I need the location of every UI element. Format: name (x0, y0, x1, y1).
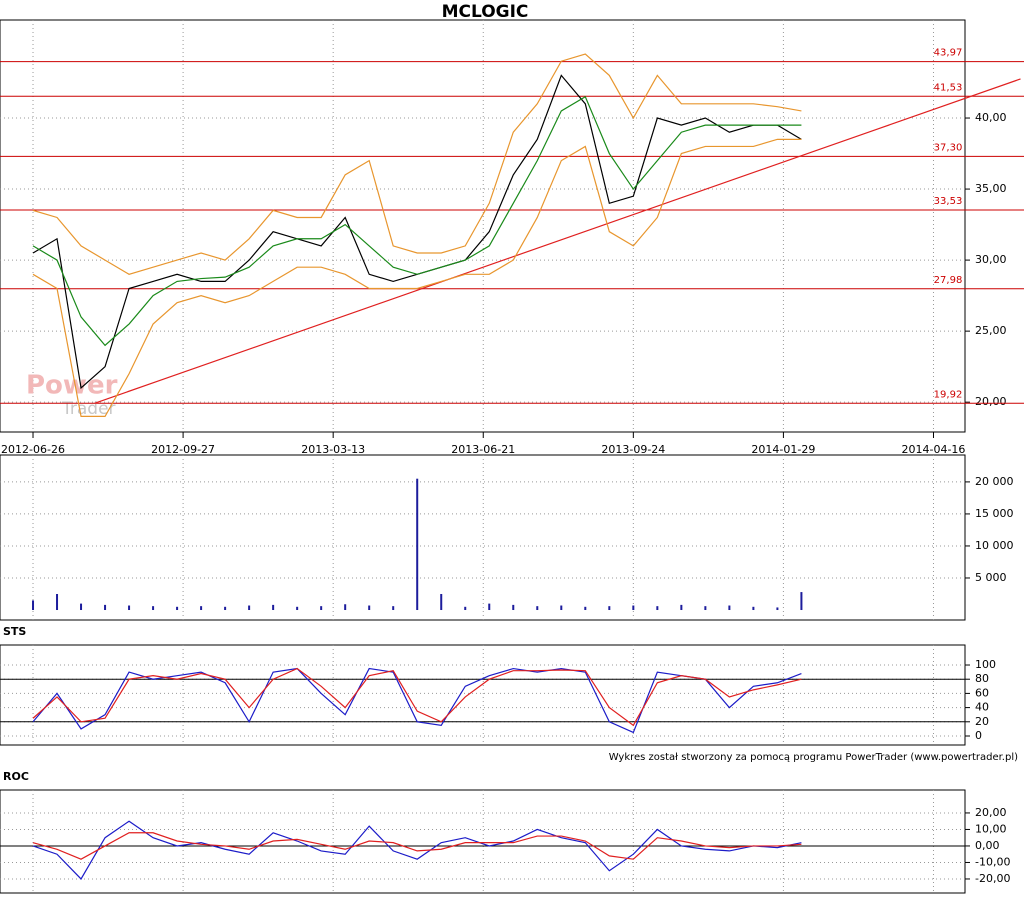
y-tick-label: 20,00 (975, 806, 1007, 819)
plot-frame (0, 644, 966, 746)
y-tick-label: 25,00 (975, 324, 1007, 337)
y-tick-label: 40,00 (975, 111, 1007, 124)
bar (392, 606, 395, 611)
bar (464, 606, 467, 611)
y-tick-label: 0,00 (975, 839, 1000, 852)
series-line (32, 53, 802, 275)
y-tick-label: 80 (975, 672, 989, 685)
bar (248, 605, 251, 611)
bar (656, 606, 659, 611)
y-tick-label: 40 (975, 701, 989, 714)
bar (224, 606, 227, 611)
bar (512, 604, 515, 611)
x-tick-label: 2012-09-27 (151, 443, 215, 456)
y-tick-label: 35,00 (975, 182, 1007, 195)
y-tick-label: 100 (975, 658, 996, 671)
bar (296, 606, 299, 611)
bar (488, 603, 491, 611)
y-tick-label: 10 000 (975, 539, 1014, 552)
bar (560, 605, 563, 611)
plot-frame (0, 789, 966, 894)
level-label: 19,92 (934, 389, 963, 400)
level-label: 33,53 (934, 196, 963, 207)
series-line (32, 95, 802, 347)
bar (440, 593, 443, 611)
y-tick-label: -10,00 (975, 855, 1010, 868)
y-tick-label: 15 000 (975, 507, 1014, 520)
bar (728, 605, 731, 611)
x-tick-label: 2013-06-21 (451, 443, 515, 456)
x-tick-label: 2013-09-24 (601, 443, 665, 456)
y-tick-label: 20,00 (975, 395, 1007, 408)
bar (176, 606, 179, 611)
y-tick-label: 30,00 (975, 253, 1007, 266)
y-tick-label: 10,00 (975, 822, 1007, 835)
x-tick-label: 2014-04-16 (902, 443, 966, 456)
y-tick-label: 5 000 (975, 571, 1007, 584)
bar (104, 604, 107, 611)
bar (368, 605, 371, 611)
y-tick-label: 20 000 (975, 475, 1014, 488)
bar (704, 606, 707, 611)
chart-title: MCLOGIC (442, 2, 529, 22)
level-label: 37,30 (934, 142, 963, 153)
x-tick-label: 2012-06-26 (1, 443, 65, 456)
bar (632, 605, 635, 611)
series-line (32, 832, 802, 860)
bar (152, 606, 155, 611)
y-tick-label: -20,00 (975, 872, 1010, 885)
level-label: 41,53 (934, 82, 963, 93)
series-line (32, 138, 802, 417)
y-tick-label: 20 (975, 715, 989, 728)
bar (32, 600, 35, 611)
bar (680, 604, 683, 611)
bar (128, 605, 131, 611)
bar (272, 604, 275, 611)
panel-title: ROC (3, 770, 29, 783)
y-tick-label: 0 (975, 729, 982, 742)
series-line (32, 667, 802, 734)
bar (80, 603, 83, 611)
trend-line (94, 78, 1021, 404)
bar (752, 606, 755, 611)
series-line (32, 667, 802, 727)
watermark: Power (26, 371, 118, 401)
x-tick-label: 2014-01-29 (751, 443, 815, 456)
bar (56, 593, 59, 611)
bar (584, 606, 587, 611)
bar (344, 604, 347, 611)
watermark: Trader (61, 399, 116, 419)
bar (320, 606, 323, 611)
bar (608, 606, 611, 611)
x-tick-label: 2013-03-13 (301, 443, 365, 456)
panel-title: STS (3, 625, 26, 638)
level-label: 43,97 (934, 48, 963, 59)
bar (416, 478, 419, 611)
level-label: 27,98 (934, 275, 963, 286)
bar (776, 607, 779, 611)
bar (536, 606, 539, 611)
footer-note: Wykres został stworzony za pomocą progra… (609, 752, 1018, 763)
y-tick-label: 60 (975, 686, 989, 699)
plot-frame (0, 19, 966, 433)
bar (200, 606, 203, 611)
plot-frame (0, 454, 966, 621)
bar (800, 592, 803, 611)
